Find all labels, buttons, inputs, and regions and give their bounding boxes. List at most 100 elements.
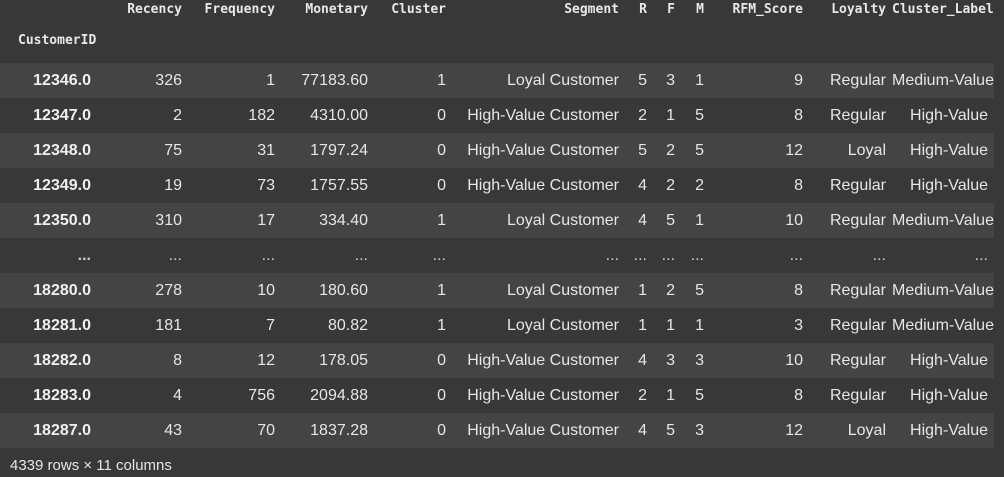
column-header: Loyalty — [831, 2, 886, 17]
table-cell: 756 — [248, 386, 275, 404]
table-row: 18281.0 181 7 80.82 1 Loyal Customer 1 1 1 3 Regul… — [0, 308, 994, 343]
row-index-cell: 18281.0 — [33, 316, 91, 334]
table-row: 12347.0 2 182 4310.00 0 High-Value Customer 2 1… — [0, 98, 994, 133]
table-cell: 5 — [695, 386, 704, 404]
row-index-cell: 18280.0 — [33, 281, 91, 299]
table-cell: 2 — [638, 106, 647, 124]
table-row: 18287.0 43 70 1837.28 0 High-Value Customer 4 5… — [0, 413, 994, 448]
column-header: R — [639, 2, 647, 17]
table-cell: Regular — [829, 281, 886, 299]
table-cell: 1 — [437, 281, 446, 299]
table-cell: Regular — [829, 71, 886, 89]
table-cell: 8 — [794, 106, 803, 124]
table-cell: 4 — [638, 176, 647, 194]
table-cell: 8 — [794, 281, 803, 299]
table-cell: 1 — [437, 316, 446, 334]
table-cell: 1837.28 — [310, 421, 368, 439]
table-cell: 7 — [266, 316, 275, 334]
table-cell: Medium-Value — [892, 316, 994, 334]
table-cell: 2 — [666, 141, 675, 159]
table-cell: 1 — [437, 211, 446, 229]
table-cell: 1 — [695, 71, 704, 89]
table-cell: ... — [872, 246, 886, 264]
table-cell: 12 — [785, 141, 803, 159]
table-cell: 80.82 — [327, 316, 368, 334]
table-cell: ... — [168, 246, 182, 264]
table-cell: 2094.88 — [310, 386, 368, 404]
column-header: Recency — [127, 2, 182, 17]
table-cell: 334.40 — [319, 211, 368, 229]
table-cell: 326 — [155, 71, 182, 89]
table-cell: 278 — [155, 281, 182, 299]
table-cell: Loyal — [847, 421, 886, 439]
table-cell: 182 — [248, 106, 275, 124]
index-row-spacer — [653, 19, 681, 63]
index-row-spacer — [281, 19, 374, 63]
table-cell: ... — [261, 246, 275, 264]
column-header: Monetary — [305, 2, 368, 17]
table-cell: 8 — [173, 351, 182, 369]
table-row: 18282.0 8 12 178.05 0 High-Value Customer 4 3 3 1… — [0, 343, 994, 378]
index-row-spacer — [188, 19, 281, 63]
corner-header-cell — [0, 0, 97, 19]
table-cell: 3 — [695, 421, 704, 439]
table-cell: 1797.24 — [310, 141, 368, 159]
shape-summary: 4339 rows × 11 columns — [10, 457, 172, 474]
table-row: 18280.0 278 10 180.60 1 Loyal Customer 1 2 5 8 Reg… — [0, 273, 994, 308]
table-cell: High-Value Customer — [467, 141, 619, 159]
table-row: 12346.0 326 1 77183.60 1 Loyal Customer 5 3 1 9 Re… — [0, 63, 994, 98]
table-cell: Medium-Value — [892, 211, 994, 229]
row-index-cell: ... — [77, 246, 91, 264]
row-index-cell: 12347.0 — [33, 106, 91, 124]
index-name-header: CustomerID — [18, 33, 97, 48]
table-cell: 1 — [266, 71, 275, 89]
table-cell: 5 — [638, 141, 647, 159]
table-cell: 10 — [257, 281, 275, 299]
table-cell: Regular — [829, 386, 886, 404]
table-cell: Regular — [829, 211, 886, 229]
table-cell: 0 — [437, 176, 446, 194]
table-cell: 75 — [164, 141, 182, 159]
table-cell: ... — [690, 246, 704, 264]
table-cell: Medium-Value — [892, 281, 994, 299]
column-header: RFM_Score — [732, 2, 803, 17]
index-name-row: CustomerID — [0, 19, 994, 63]
row-index-cell: 12346.0 — [33, 71, 91, 89]
table-cell: 5 — [695, 106, 704, 124]
table-cell: 180.60 — [319, 281, 368, 299]
table-cell: 1 — [666, 386, 675, 404]
table-cell: 1 — [638, 316, 647, 334]
table-cell: 4310.00 — [310, 106, 368, 124]
table-body: 12346.0 326 1 77183.60 1 Loyal Customer 5 3 1 9 Re… — [0, 63, 994, 448]
table-cell: 4 — [173, 386, 182, 404]
table-cell: Regular — [829, 351, 886, 369]
table-cell: Medium-Value — [892, 71, 994, 89]
table-row: 18283.0 4 756 2094.88 0 High-Value Customer 2 1… — [0, 378, 994, 413]
table-cell: 310 — [155, 211, 182, 229]
table-cell: 8 — [794, 386, 803, 404]
table-cell: 1 — [695, 316, 704, 334]
table-cell: 0 — [437, 141, 446, 159]
table-cell: Regular — [829, 316, 886, 334]
table-cell: 181 — [155, 316, 182, 334]
row-index-cell: 18282.0 — [33, 351, 91, 369]
table-cell: 77183.60 — [301, 71, 368, 89]
table-cell: High-Value Customer — [467, 421, 619, 439]
table-cell: 10 — [785, 211, 803, 229]
table-cell: 10 — [785, 351, 803, 369]
column-header: Frequency — [204, 2, 275, 17]
table-cell: 3 — [794, 316, 803, 334]
table-cell: ... — [789, 246, 803, 264]
row-index-cell: 12350.0 — [33, 211, 91, 229]
table-cell: 73 — [257, 176, 275, 194]
table-cell: 4 — [638, 351, 647, 369]
table-cell: High-Value — [910, 421, 988, 439]
table-cell: 2 — [666, 281, 675, 299]
table-cell: 5 — [695, 141, 704, 159]
table-cell: 19 — [164, 176, 182, 194]
table-cell: 3 — [666, 71, 675, 89]
table-cell: High-Value Customer — [467, 386, 619, 404]
row-index-cell: 18283.0 — [33, 386, 91, 404]
index-row-spacer — [892, 19, 994, 63]
